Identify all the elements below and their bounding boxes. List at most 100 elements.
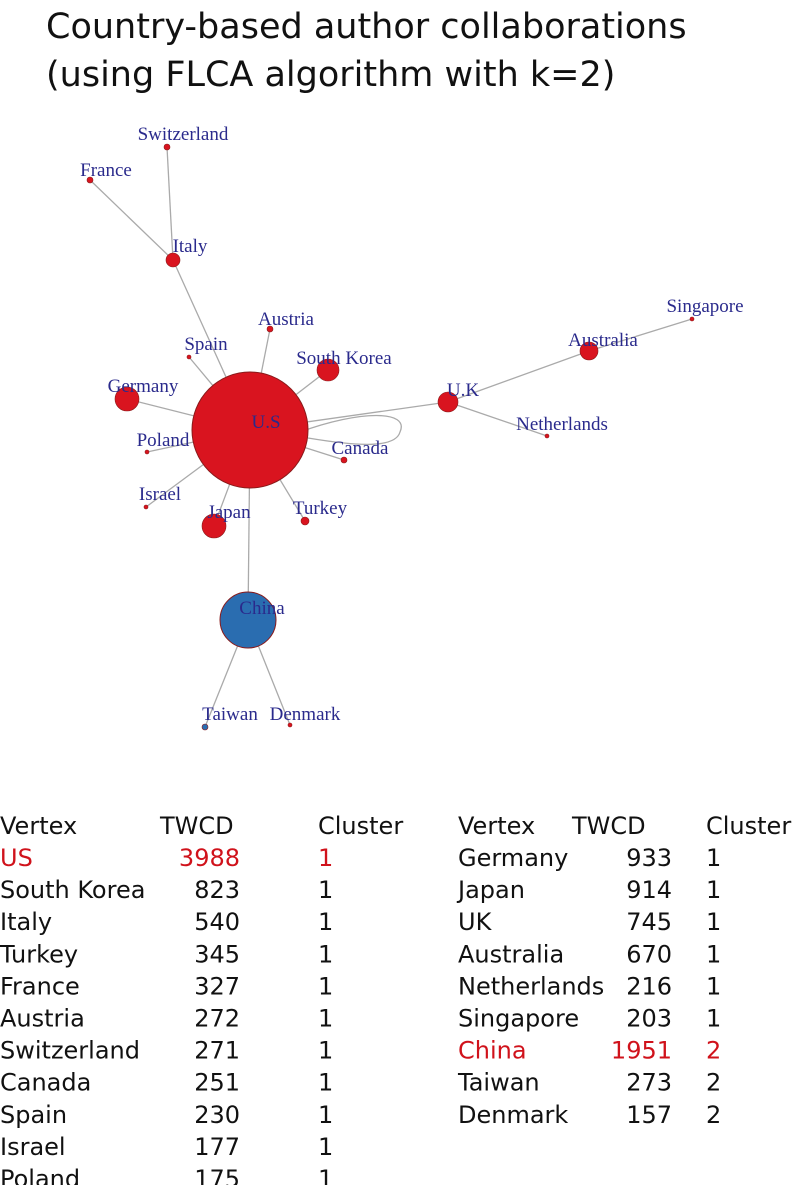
table-cell: 1 (318, 1133, 333, 1161)
node-label: Italy (173, 236, 208, 257)
table-cell: Israel (0, 1133, 66, 1161)
edge (447, 401, 548, 437)
node (163, 143, 171, 151)
table-cell: 1 (706, 1005, 721, 1033)
edge (89, 179, 174, 261)
table-cell: 1 (318, 844, 333, 872)
node-label: Australia (568, 330, 638, 351)
table-cell: 1951 (611, 1037, 672, 1065)
node (201, 723, 209, 731)
tables: Vertex TWCD Cluster US 3988 1 South Korea 823 1 I… (0, 812, 791, 1185)
table-cell: 914 (626, 876, 672, 904)
node (191, 371, 309, 489)
title-line: Country-based author collaborations (46, 7, 687, 47)
table-cell: 175 (194, 1165, 240, 1185)
table-cell: US (0, 844, 33, 872)
table-cell: 1 (318, 972, 333, 1000)
node (114, 386, 140, 412)
table-cell: 1 (318, 1165, 333, 1185)
table-cell: 2 (706, 1101, 721, 1129)
table-cell: 745 (626, 908, 672, 936)
edge (588, 318, 693, 352)
table: Vertex TWCD Cluster US 3988 1 South Korea 823 1 I… (0, 812, 403, 1185)
table-cell: 327 (194, 972, 240, 1000)
table-cell: UK (458, 908, 493, 936)
table-header: Vertex (0, 812, 77, 840)
table-cell: 1 (706, 940, 721, 968)
table-header: TWCD (571, 812, 646, 840)
table-cell: 1 (318, 1005, 333, 1033)
node-label: Spain (184, 334, 228, 355)
node-label: Austria (258, 309, 315, 330)
table-cell: 1 (318, 940, 333, 968)
table-cell: Italy (0, 908, 52, 936)
table-cell: 1 (318, 908, 333, 936)
node-label: U.K (447, 380, 479, 401)
table-cell: Japan (456, 876, 525, 904)
node-label: Turkey (293, 498, 348, 519)
table-cell: France (0, 972, 80, 1000)
table-cell: Singapore (458, 1005, 579, 1033)
table: Vertex TWCD Cluster Germany 933 1 Japan 914 1 UK 7… (456, 812, 791, 1129)
node-label: France (80, 160, 132, 181)
table-cell: Austria (0, 1005, 85, 1033)
node (340, 456, 348, 464)
node-label: Singapore (666, 296, 743, 317)
table-header: Cluster (706, 812, 791, 840)
table-cell: 216 (626, 972, 672, 1000)
table-cell: 2 (706, 1069, 721, 1097)
node-label: Germany (108, 376, 179, 397)
table-cell: Netherlands (458, 972, 604, 1000)
table-cell: 540 (194, 908, 240, 936)
node-label: Taiwan (202, 704, 258, 725)
table-cell: Germany (458, 844, 568, 872)
node (437, 391, 459, 413)
table-cell: 670 (626, 940, 672, 968)
node (144, 449, 150, 455)
node (300, 516, 310, 526)
edge (447, 350, 590, 403)
table-header: Cluster (318, 812, 403, 840)
table-cell: Taiwan (457, 1069, 540, 1097)
table-cell: Switzerland (0, 1037, 140, 1065)
table-cell: Turkey (0, 940, 78, 968)
node-label: Netherlands (516, 414, 608, 435)
node-label: U.S (251, 412, 280, 433)
table-cell: 272 (194, 1005, 240, 1033)
table-cell: China (458, 1037, 527, 1065)
node (266, 325, 274, 333)
node-label: Poland (137, 430, 190, 451)
table-cell: Canada (0, 1069, 91, 1097)
node (544, 433, 550, 439)
table-cell: 2 (706, 1037, 721, 1065)
node-label: China (239, 598, 285, 619)
node-label: Switzerland (138, 124, 229, 145)
node-label: Denmark (270, 704, 341, 725)
node (201, 513, 227, 539)
node (165, 252, 181, 268)
table-cell: 177 (194, 1133, 240, 1161)
table-cell: Australia (458, 940, 564, 968)
node-label: Japan (207, 502, 251, 523)
title-line: (using FLCA algorithm with k=2) (46, 55, 615, 95)
table-cell: 1 (318, 1101, 333, 1129)
network: Switzerland France Italy Spain Austria South … (80, 124, 744, 731)
table-cell: 203 (626, 1005, 672, 1033)
edge (166, 146, 174, 261)
table-cell: 230 (194, 1101, 240, 1129)
node (287, 722, 293, 728)
table-cell: Poland (0, 1165, 80, 1185)
table-cell: 823 (194, 876, 240, 904)
table-cell: 933 (626, 844, 672, 872)
table-header: Vertex (458, 812, 535, 840)
table-cell: 271 (194, 1037, 240, 1065)
table-cell: South Korea (0, 876, 145, 904)
table-cell: 251 (194, 1069, 240, 1097)
table-cell: 3988 (179, 844, 240, 872)
node (86, 176, 94, 184)
node (219, 591, 277, 649)
table-cell: 1 (318, 1037, 333, 1065)
edge (299, 414, 402, 445)
node (689, 316, 695, 322)
